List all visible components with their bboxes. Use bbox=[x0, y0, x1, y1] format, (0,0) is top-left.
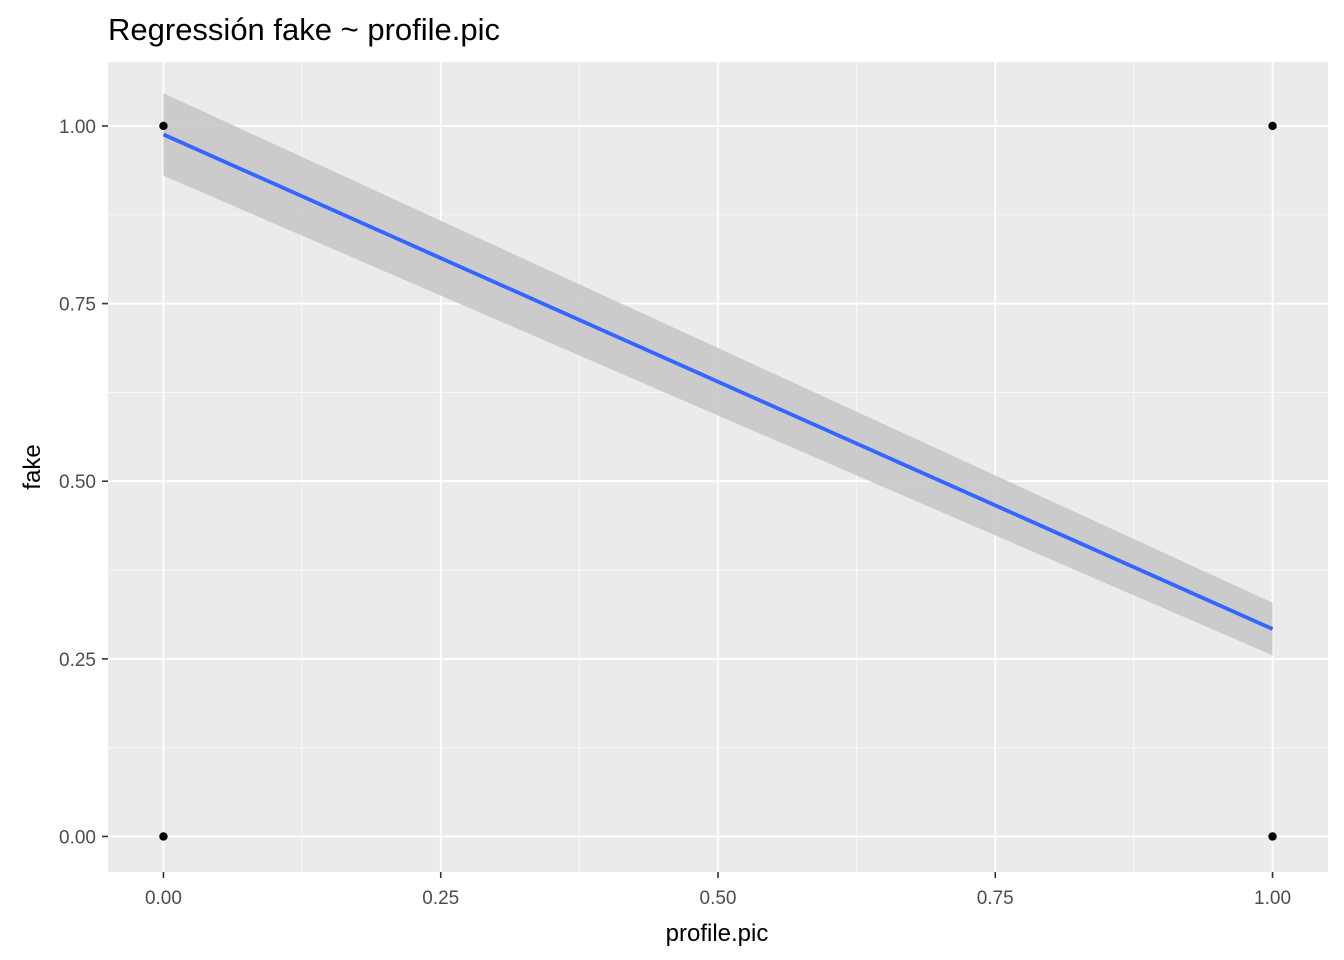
x-axis-ticks: 0.00 0.25 0.50 0.75 1.00 bbox=[145, 872, 1291, 909]
confidence-band bbox=[163, 93, 1273, 656]
data-points bbox=[159, 121, 1277, 841]
regression-line bbox=[162, 132, 1274, 631]
data-point bbox=[159, 121, 168, 131]
y-tick-label: 0.25 bbox=[59, 650, 96, 671]
y-tick-label: 0.75 bbox=[59, 295, 96, 316]
y-axis-ticks: 0.00 0.25 0.50 0.75 1.00 bbox=[59, 117, 108, 848]
x-axis-title: profile.pic bbox=[666, 920, 769, 947]
y-axis-title: fake bbox=[19, 444, 46, 489]
data-point bbox=[1268, 832, 1277, 841]
x-tick-label: 0.50 bbox=[700, 888, 737, 909]
x-tick-label: 1.00 bbox=[1254, 888, 1291, 909]
y-tick-label: 1.00 bbox=[59, 117, 96, 138]
major-gridlines bbox=[108, 62, 1328, 872]
x-tick-label: 0.00 bbox=[145, 888, 182, 909]
data-point bbox=[159, 832, 168, 841]
x-tick-label: 0.75 bbox=[977, 888, 1014, 909]
chart-title: Regressión fake ~ profile.pic bbox=[108, 12, 500, 47]
data-point bbox=[1268, 121, 1277, 131]
y-tick-label: 0.50 bbox=[59, 472, 96, 493]
y-tick-label: 0.00 bbox=[59, 827, 96, 848]
x-tick-label: 0.25 bbox=[422, 888, 459, 909]
